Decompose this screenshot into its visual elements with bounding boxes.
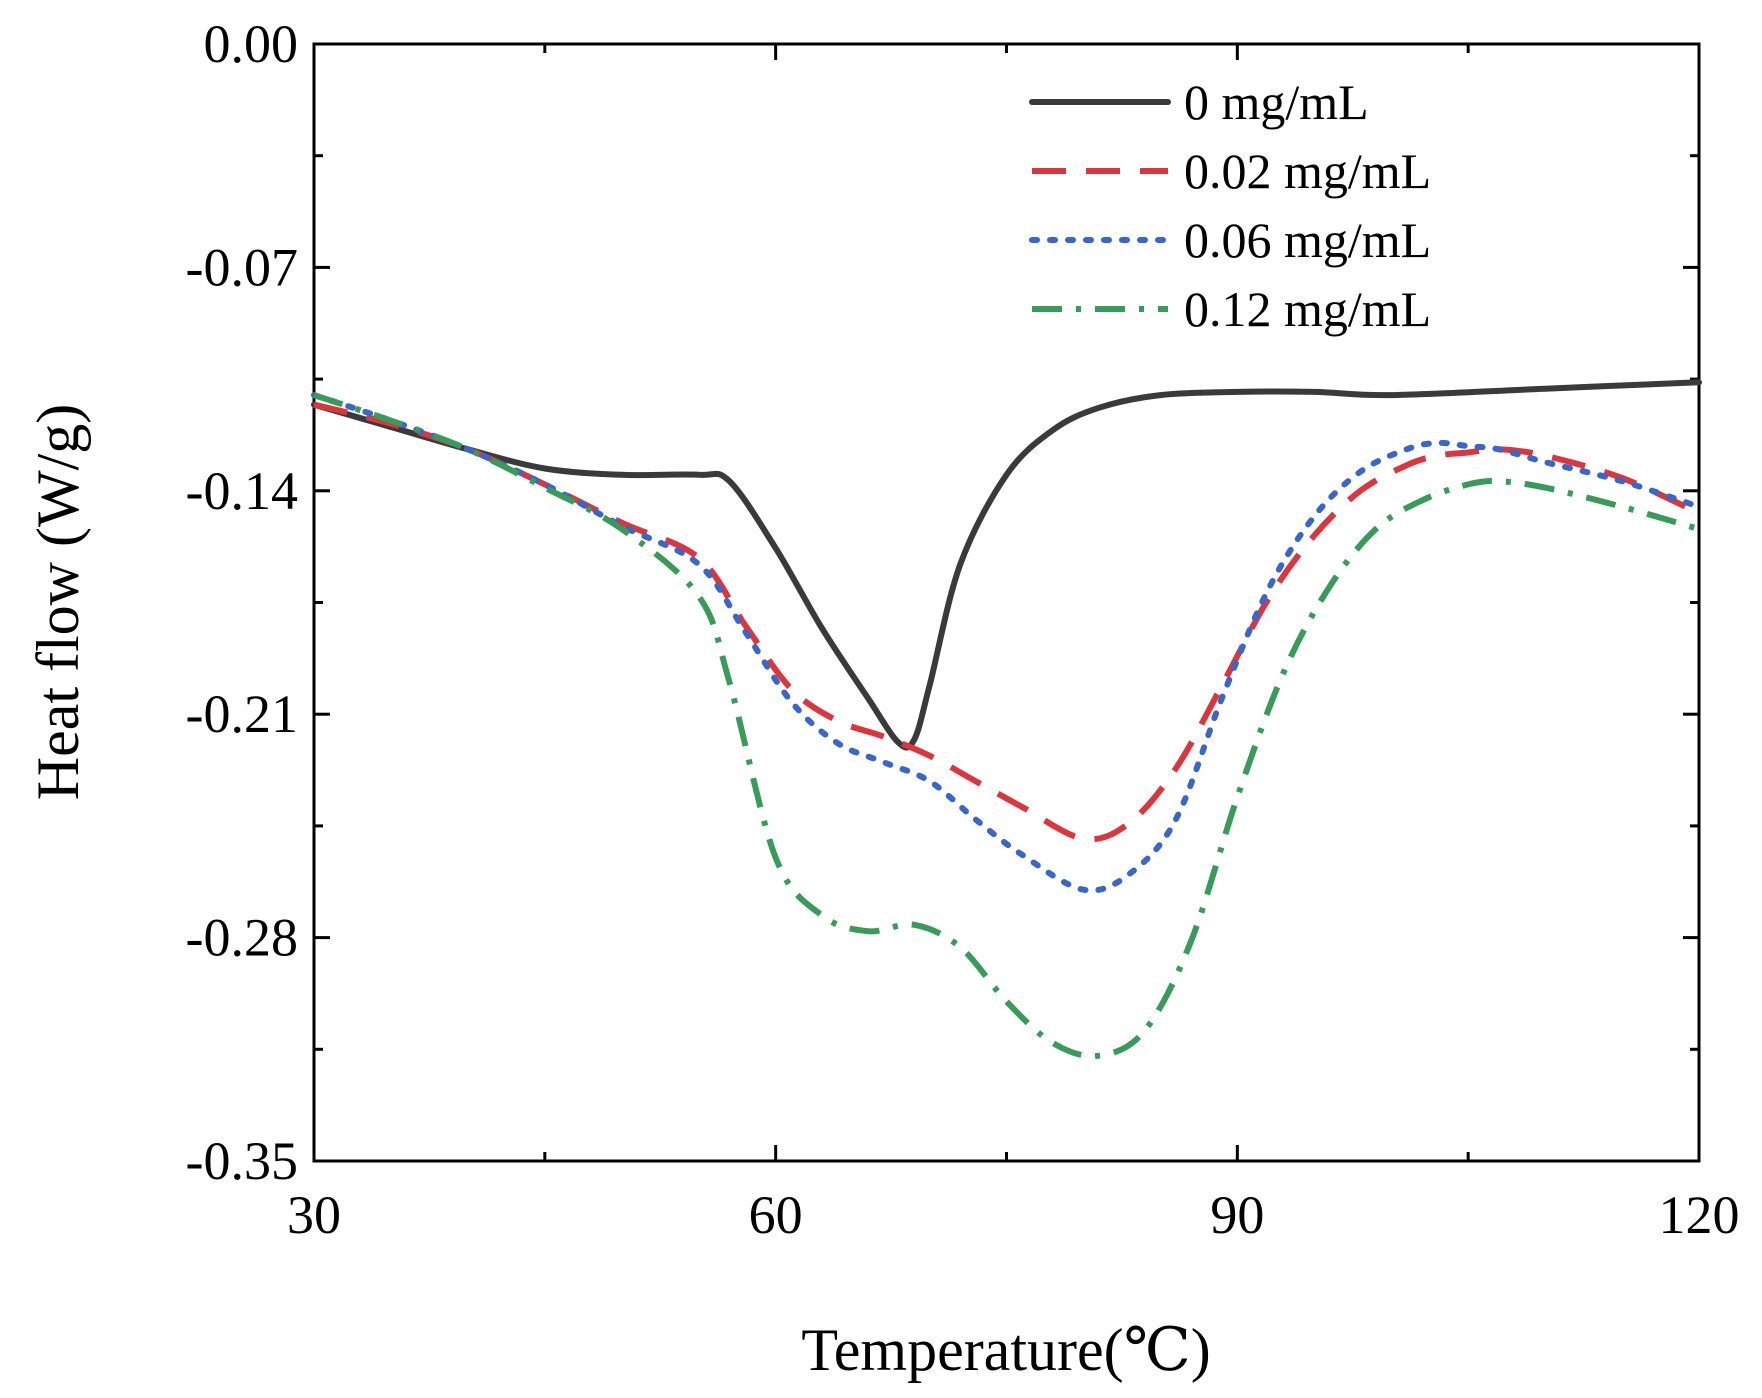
series-line-3 bbox=[313, 392, 1700, 1060]
series-group bbox=[311, 379, 1702, 1060]
legend-label-2: 0.06 mg/mL bbox=[1184, 212, 1431, 268]
x-tick-label: 120 bbox=[1659, 1185, 1740, 1245]
plot-frame bbox=[312, 42, 1701, 1163]
y-tick-label: -0.14 bbox=[186, 461, 298, 521]
series-line-1 bbox=[313, 401, 1701, 843]
series-line-2 bbox=[311, 392, 1702, 894]
x-tick-label: 60 bbox=[749, 1185, 803, 1245]
legend-label-0: 0 mg/mL bbox=[1184, 74, 1369, 130]
y-tick-label: -0.35 bbox=[186, 1131, 298, 1191]
y-tick-label: -0.28 bbox=[186, 908, 298, 968]
y-axis-title: Heat flow (W/g) bbox=[25, 404, 91, 801]
x-tick-label: 90 bbox=[1210, 1185, 1264, 1245]
legend-label-3: 0.12 mg/mL bbox=[1184, 281, 1431, 337]
legend: 0 mg/mL 0.02 mg/mL 0.06 mg/mL 0.12 mg/mL bbox=[1029, 74, 1431, 337]
y-tick-label: 0.00 bbox=[204, 14, 299, 74]
x-axis-title: Temperature(℃) bbox=[801, 1317, 1210, 1383]
y-axis: 0.00 -0.07 -0.14 -0.21 -0.28 -0.35 bbox=[186, 14, 1699, 1191]
y-tick-label: -0.07 bbox=[186, 237, 298, 297]
legend-label-1: 0.02 mg/mL bbox=[1184, 143, 1431, 199]
x-tick-label: 30 bbox=[287, 1185, 341, 1245]
series-line-0 bbox=[311, 379, 1702, 751]
y-tick-label: -0.21 bbox=[186, 684, 298, 744]
x-axis: 30 60 90 120 bbox=[287, 44, 1740, 1245]
